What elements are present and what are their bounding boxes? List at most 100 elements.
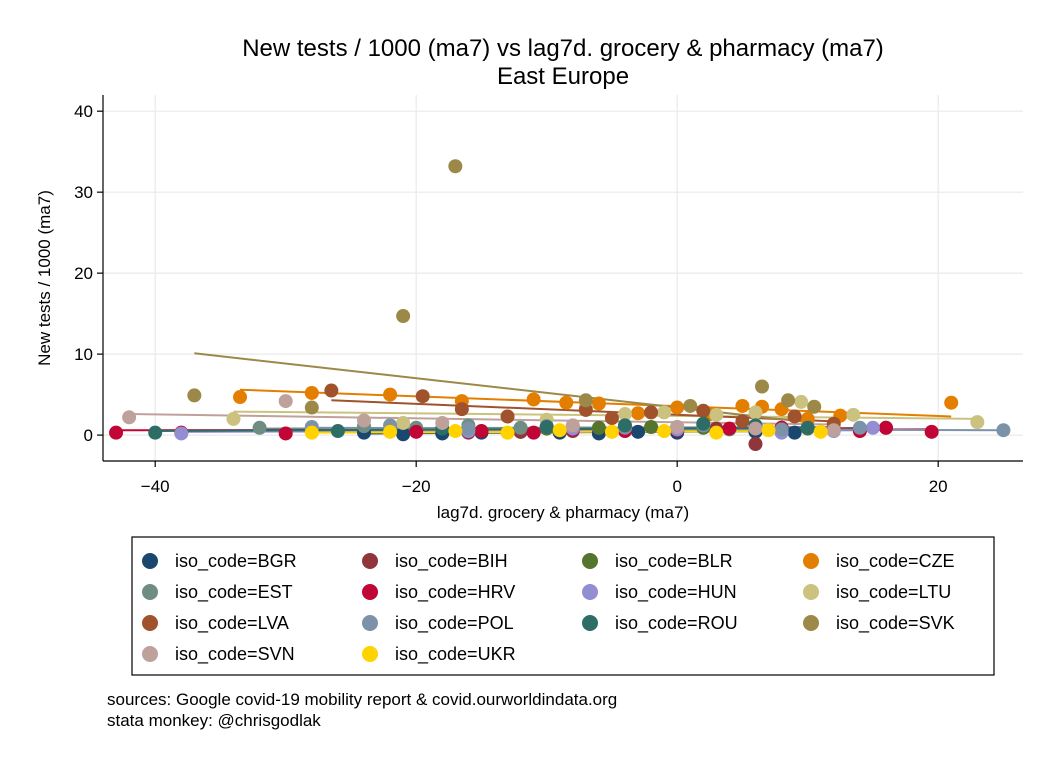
point-12-6 [748,421,763,436]
point-4-5 [513,420,528,435]
point-3-15 [944,395,959,410]
point-5-5 [526,425,541,440]
point-7-1 [396,415,411,430]
point-11-7 [781,393,796,408]
point-7-6 [657,405,672,420]
legend-marker-4 [142,584,158,600]
legend-marker-2 [582,553,598,569]
legend-marker-3 [803,553,819,569]
point-5-14 [924,424,939,439]
point-8-2 [454,402,469,417]
point-9-6 [774,422,789,437]
legend-marker-11 [803,615,819,631]
y-tick-label-3: 30 [74,183,93,202]
point-5-0 [109,425,124,440]
legend-marker-13 [362,646,378,662]
point-12-1 [278,394,293,409]
point-7-7 [709,407,724,422]
source-note: sources: Google covid-19 mobility report… [107,690,618,709]
point-8-7 [696,403,711,418]
author-note: stata monkey: @chrisgodlak [107,711,321,730]
point-12-2 [356,413,371,428]
legend-label-12: iso_code=SVN [175,644,295,665]
x-tick-label-0: −40 [141,477,170,496]
point-13-2 [448,424,463,439]
point-8-1 [415,389,430,404]
point-11-4 [578,393,593,408]
point-13-9 [813,424,828,439]
point-3-10 [735,398,750,413]
point-10-3 [539,419,554,434]
legend: iso_code=BGR iso_code=BIH iso_code=BLR iso_… [142,551,955,665]
legend-label-4: iso_code=EST [175,582,293,603]
point-0-1 [396,427,411,442]
point-8-0 [324,383,339,398]
point-8-8 [735,414,750,429]
y-tick-label-4: 40 [74,102,93,121]
x-axis-title: lag7d. grocery & pharmacy (ma7) [437,503,689,522]
point-7-0 [226,411,241,426]
chart-title: New tests / 1000 (ma7) vs lag7d. grocery… [242,35,884,62]
point-3-8 [670,400,685,415]
point-13-7 [709,425,724,440]
point-12-3 [435,415,450,430]
point-8-3 [500,409,515,424]
point-10-7 [800,420,815,435]
y-tick-label-1: 10 [74,345,93,364]
point-11-8 [807,399,822,414]
point-8-6 [644,405,659,420]
y-tick-label-0: 0 [84,426,93,445]
point-6-0 [174,426,189,441]
point-11-3 [448,159,463,174]
chart-subtitle: East Europe [497,63,629,90]
legend-label-8: iso_code=LVA [175,613,289,634]
legend-label-2: iso_code=BLR [615,551,733,572]
legend-marker-6 [582,584,598,600]
legend-marker-9 [362,615,378,631]
point-2-2 [644,419,659,434]
point-5-9 [722,421,737,436]
point-3-6 [591,396,606,411]
x-tick-label-2: 0 [672,477,681,496]
point-9-8 [996,423,1011,438]
point-11-2 [396,309,411,324]
point-13-3 [500,425,515,440]
legend-marker-10 [582,615,598,631]
point-12-0 [122,410,137,425]
point-7-8 [748,405,763,420]
legend-marker-1 [362,553,378,569]
point-3-2 [383,387,398,402]
point-7-9 [794,394,809,409]
point-5-13 [878,420,893,435]
point-5-2 [278,426,293,441]
point-6-6 [865,420,880,435]
legend-marker-0 [142,553,158,569]
point-10-4 [617,418,632,433]
point-5-4 [474,424,489,439]
legend-label-7: iso_code=LTU [836,582,951,603]
point-12-5 [670,419,685,434]
point-3-5 [559,395,574,410]
point-7-11 [970,415,985,430]
legend-label-1: iso_code=BIH [395,551,508,572]
legend-label-5: iso_code=HRV [395,582,515,603]
x-tick-label-3: 20 [929,477,948,496]
point-13-8 [761,423,776,438]
point-11-5 [683,398,698,413]
point-4-0 [252,420,267,435]
point-7-5 [617,407,632,422]
point-3-0 [233,390,248,405]
point-2-1 [591,420,606,435]
point-8-4 [578,402,593,417]
legend-label-10: iso_code=ROU [615,613,738,634]
point-13-4 [552,423,567,438]
point-10-5 [696,416,711,431]
point-11-6 [755,379,770,394]
point-12-4 [565,418,580,433]
y-axis-ticks: 0 10 20 30 40 [74,102,103,445]
point-13-6 [657,424,672,439]
point-3-7 [631,406,646,421]
point-5-3 [409,424,424,439]
legend-label-3: iso_code=CZE [836,551,955,572]
